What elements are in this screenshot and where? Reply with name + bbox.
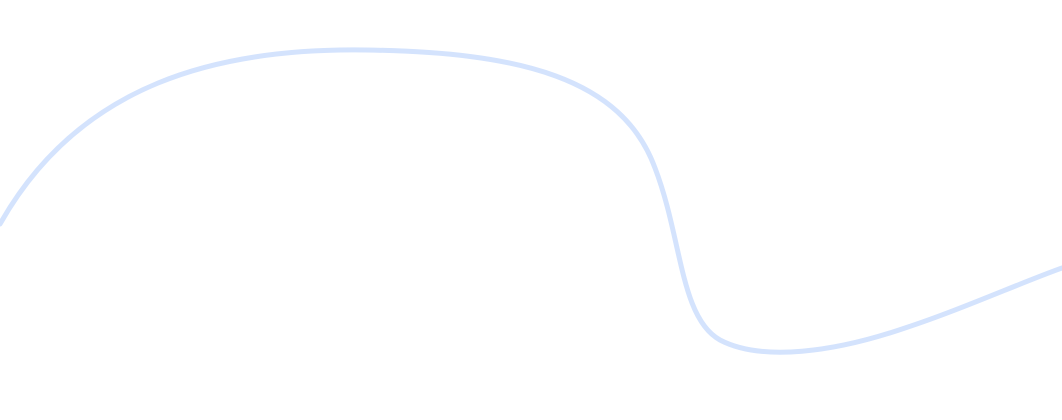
wave-curve <box>0 47 1062 355</box>
